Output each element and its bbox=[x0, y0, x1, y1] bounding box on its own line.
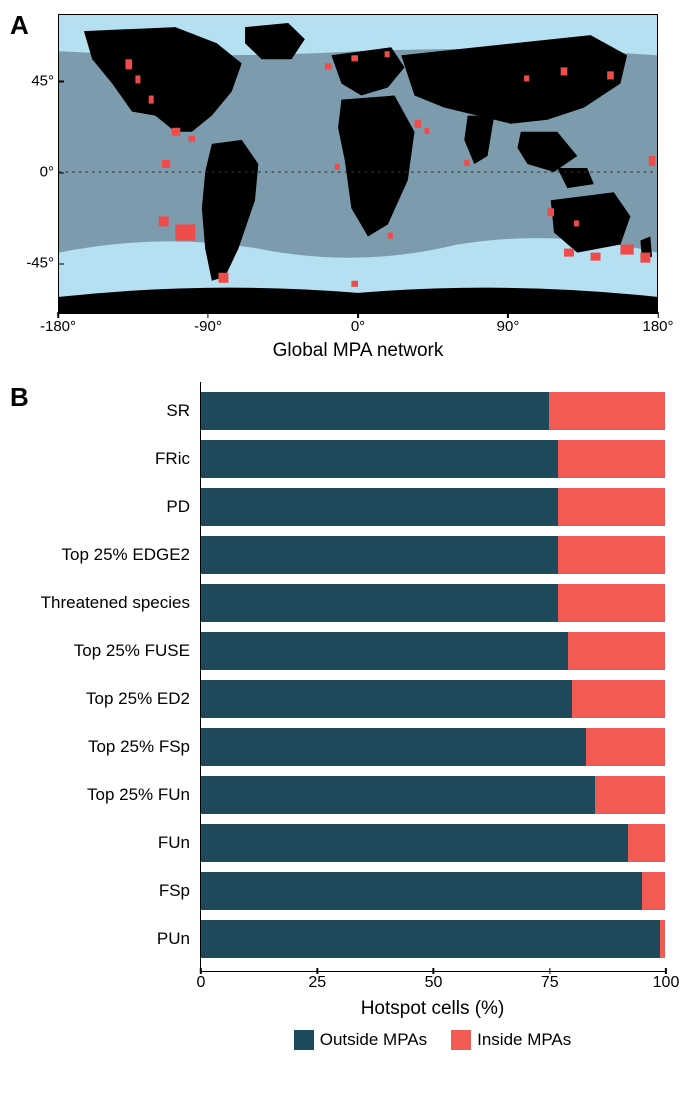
legend-swatch-outside bbox=[294, 1030, 314, 1050]
bar-label: Top 25% FSp bbox=[88, 737, 190, 757]
bar-seg-outside bbox=[201, 584, 558, 622]
bar-row bbox=[201, 872, 665, 910]
map-axes: 45° 0° -45° -180° -90° 0° 90° 180° bbox=[58, 14, 658, 314]
map-ytick: -45° bbox=[26, 255, 54, 272]
bar-seg-outside bbox=[201, 392, 549, 430]
bar-seg-inside bbox=[568, 632, 665, 670]
map-group: 45° 0° -45° -180° -90° 0° 90° 180° bbox=[10, 14, 675, 314]
map-xtick: 180° bbox=[642, 318, 673, 335]
legend-label: Outside MPAs bbox=[320, 1030, 427, 1050]
bars-x-title: Hotspot cells (%) bbox=[200, 998, 665, 1020]
panel-a: A bbox=[10, 10, 675, 362]
bar-seg-outside bbox=[201, 632, 568, 670]
bar-label: FRic bbox=[155, 449, 190, 469]
bar-seg-inside bbox=[642, 872, 665, 910]
legend-item-inside: Inside MPAs bbox=[451, 1030, 571, 1050]
bar-row bbox=[201, 728, 665, 766]
bar-row bbox=[201, 440, 665, 478]
bar-label: Top 25% EDGE2 bbox=[61, 545, 190, 565]
bar-label: FUn bbox=[158, 833, 190, 853]
bar-label: PUn bbox=[157, 929, 190, 949]
map-frame bbox=[58, 14, 658, 314]
bar-seg-outside bbox=[201, 872, 642, 910]
bar-row bbox=[201, 584, 665, 622]
world-map-svg bbox=[59, 15, 657, 313]
bar-seg-inside bbox=[628, 824, 665, 862]
map-title: Global MPA network bbox=[58, 340, 658, 362]
bar-row bbox=[201, 680, 665, 718]
legend-item-outside: Outside MPAs bbox=[294, 1030, 427, 1050]
bar-row bbox=[201, 488, 665, 526]
map-ytick-label: -45 bbox=[26, 255, 48, 272]
map-xtick-label: 0 bbox=[351, 318, 359, 335]
bar-seg-inside bbox=[558, 488, 665, 526]
map-xtick: -180° bbox=[40, 318, 76, 335]
bar-row bbox=[201, 920, 665, 958]
bar-seg-inside bbox=[558, 440, 665, 478]
bar-seg-outside bbox=[201, 824, 628, 862]
bar-seg-inside bbox=[558, 584, 665, 622]
bar-seg-outside bbox=[201, 776, 595, 814]
bar-row bbox=[201, 536, 665, 574]
map-ytick-label: 45 bbox=[31, 72, 48, 89]
bar-label: Top 25% ED2 bbox=[86, 689, 190, 709]
bar-label: FSp bbox=[159, 881, 190, 901]
bar-seg-inside bbox=[660, 920, 665, 958]
legend-label: Inside MPAs bbox=[477, 1030, 571, 1050]
map-ytick-label: 0 bbox=[40, 164, 48, 181]
map-xtick-label: 180 bbox=[642, 318, 667, 335]
figure-root: A bbox=[10, 10, 675, 1050]
bars-xtick: 25 bbox=[308, 974, 326, 992]
bars-xtick: 50 bbox=[425, 974, 443, 992]
bar-row bbox=[201, 776, 665, 814]
bars-xtick: 75 bbox=[541, 974, 559, 992]
panel-b-label: B bbox=[10, 382, 29, 413]
bars-legend: Outside MPAs Inside MPAs bbox=[200, 1030, 665, 1050]
bar-seg-outside bbox=[201, 440, 558, 478]
bars-xtick: 0 bbox=[197, 974, 206, 992]
bars-xtick: 100 bbox=[653, 974, 680, 992]
bar-seg-outside bbox=[201, 536, 558, 574]
bar-label: Top 25% FUSE bbox=[74, 641, 190, 661]
map-xtick: -90° bbox=[194, 318, 222, 335]
bar-seg-outside bbox=[201, 920, 660, 958]
legend-swatch-inside bbox=[451, 1030, 471, 1050]
map-xtick-label: -180 bbox=[40, 318, 70, 335]
bar-seg-inside bbox=[549, 392, 665, 430]
bars-plot: 0255075100SRFRicPDTop 25% EDGE2Threatene… bbox=[200, 382, 665, 972]
bar-label: SR bbox=[166, 401, 190, 421]
map-ytick: 45° bbox=[31, 72, 54, 89]
bar-label: Top 25% FUn bbox=[87, 785, 190, 805]
bar-seg-outside bbox=[201, 728, 586, 766]
map-xtick: 90° bbox=[497, 318, 520, 335]
bar-row bbox=[201, 632, 665, 670]
bar-row bbox=[201, 824, 665, 862]
map-xtick-label: -90 bbox=[194, 318, 216, 335]
map-xtick: 0° bbox=[351, 318, 365, 335]
bar-label: Threatened species bbox=[41, 593, 190, 613]
bar-seg-outside bbox=[201, 488, 558, 526]
bar-seg-inside bbox=[572, 680, 665, 718]
panel-b: B 0255075100SRFRicPDTop 25% EDGE2Threate… bbox=[10, 382, 675, 1050]
bar-seg-inside bbox=[558, 536, 665, 574]
bar-seg-inside bbox=[595, 776, 665, 814]
map-xtick-label: 90 bbox=[497, 318, 514, 335]
bar-label: PD bbox=[166, 497, 190, 517]
bar-seg-outside bbox=[201, 680, 572, 718]
map-ytick: 0° bbox=[40, 164, 54, 181]
bar-row bbox=[201, 392, 665, 430]
bar-seg-inside bbox=[586, 728, 665, 766]
